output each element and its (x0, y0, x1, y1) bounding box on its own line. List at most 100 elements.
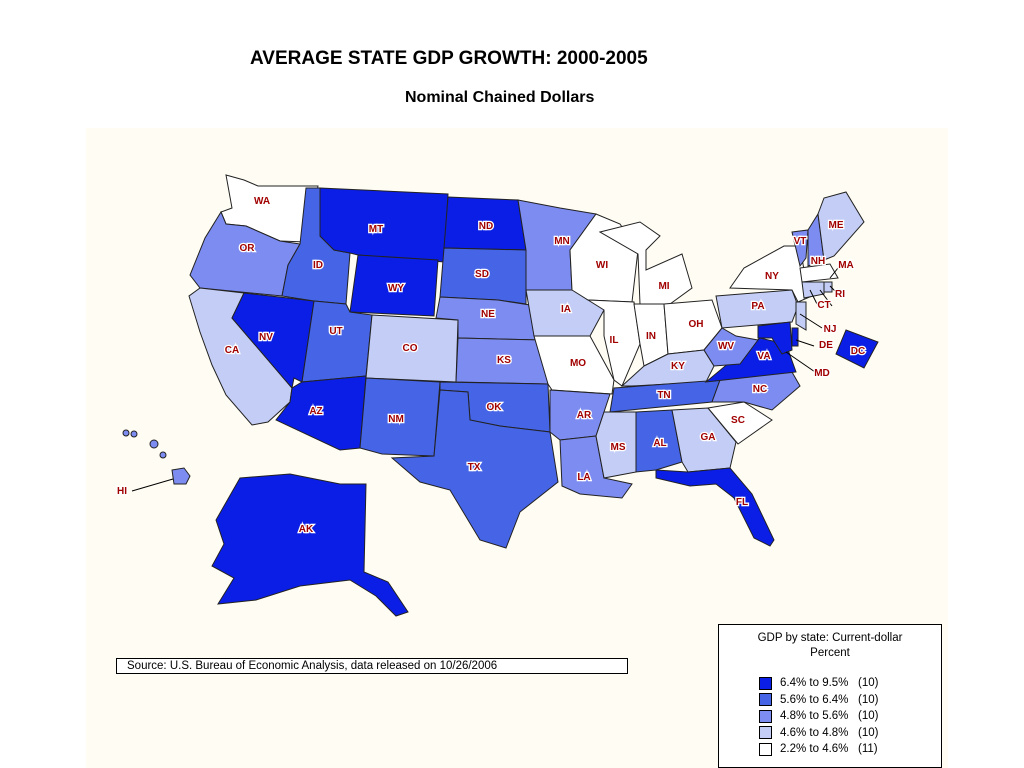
state-label-MO: MO (570, 358, 586, 369)
state-label-GA: GA (701, 432, 716, 443)
state-DC[interactable] (835, 329, 879, 369)
state-label-KS: KS (497, 355, 511, 366)
state-label-OH: OH (689, 319, 704, 330)
legend-range: 5.6% to 6.4% (780, 693, 849, 706)
state-MI[interactable] (598, 221, 693, 305)
legend-row: 4.6% to 4.8% (10) (719, 725, 941, 742)
legend-row: 4.8% to 5.6% (10) (719, 708, 941, 725)
state-VT[interactable] (791, 229, 809, 268)
state-KY[interactable] (620, 349, 715, 387)
state-CT[interactable] (801, 281, 825, 299)
state-label-RI: RI (835, 289, 845, 300)
page-title: AVERAGE STATE GDP GROWTH: 2000-2005 (250, 48, 648, 69)
state-label-OR: OR (240, 243, 256, 254)
state-label-SD: SD (475, 269, 489, 280)
state-NJ[interactable] (795, 301, 807, 331)
state-label-NJ: NJ (824, 324, 837, 335)
legend-title-line1: GDP by state: Current-dollar (757, 632, 903, 644)
state-SC[interactable] (707, 401, 773, 445)
legend-count: (10) (858, 693, 879, 706)
us-state-map: WA OR CA NV ID MT WY UT AZ CO NM ND SD NE KS OK TX MN IA MO… (116, 174, 879, 617)
state-TX[interactable] (390, 389, 559, 549)
state-label-MA: MA (838, 260, 854, 271)
legend-row: 2.2% to 4.6% (11) (719, 741, 941, 758)
state-label-AZ: AZ (309, 406, 322, 417)
state-label-DC: DC (851, 346, 865, 357)
state-label-IL: IL (610, 335, 619, 346)
state-label-ID: ID (313, 260, 323, 271)
legend-swatch (759, 676, 772, 690)
state-label-LA: LA (577, 472, 590, 483)
state-label-DE: DE (819, 340, 833, 351)
legend-swatch (759, 693, 772, 707)
state-label-VT: VT (794, 236, 807, 247)
state-ME[interactable] (817, 191, 865, 261)
legend-range: 6.4% to 9.5% (780, 677, 849, 690)
state-label-WA: WA (254, 196, 270, 207)
state-label-NY: NY (765, 271, 779, 282)
state-MO[interactable] (533, 335, 615, 395)
legend-swatch (759, 709, 772, 723)
state-MS[interactable] (595, 411, 637, 479)
legend-count: (10) (858, 710, 879, 723)
state-label-MD: MD (814, 368, 830, 379)
state-label-WI: WI (596, 260, 608, 271)
state-label-VA: VA (757, 351, 770, 362)
state-label-MI: MI (658, 281, 669, 292)
page-subtitle: Nominal Chained Dollars (405, 89, 595, 106)
state-label-CA: CA (225, 345, 239, 356)
state-label-CT: CT (817, 300, 830, 311)
hi-leader-line (131, 478, 174, 492)
state-AK[interactable] (211, 473, 409, 617)
legend-count: (11) (858, 743, 878, 756)
state-label-ND: ND (479, 221, 493, 232)
state-label-NH: NH (811, 256, 825, 267)
state-label-WY: WY (388, 283, 404, 294)
state-label-PA: PA (751, 301, 764, 312)
legend-title: GDP by state: Current-dollar Percent (719, 631, 941, 661)
legend-swatch (759, 726, 772, 740)
legend-range: 2.2% to 4.6% (780, 743, 849, 756)
legend-range: 4.8% to 5.6% (780, 710, 849, 723)
state-label-WV: WV (718, 341, 734, 352)
state-FL[interactable] (655, 467, 775, 547)
legend-count: (10) (858, 726, 879, 739)
legend-title-line2: Percent (810, 647, 850, 659)
hawaii-islands (122, 429, 167, 459)
legend-swatch (759, 742, 772, 756)
state-WY[interactable] (349, 254, 439, 317)
legend-row: 5.6% to 6.4% (10) (719, 692, 941, 709)
state-label-AL: AL (653, 438, 666, 449)
state-label-CO: CO (403, 343, 418, 354)
state-label-MS: MS (611, 442, 626, 453)
state-HI[interactable] (171, 467, 191, 485)
state-label-AK: AK (299, 524, 314, 535)
state-MT[interactable] (319, 187, 449, 263)
state-label-UT: UT (329, 326, 342, 337)
state-NM[interactable] (359, 377, 441, 457)
northeast-leader-lines (785, 267, 839, 375)
state-label-OK: OK (487, 402, 503, 413)
source-note: Source: U.S. Bureau of Economic Analysis… (116, 658, 628, 674)
state-label-NC: NC (753, 384, 767, 395)
state-DE[interactable] (791, 327, 799, 347)
state-label-FL: FL (736, 497, 748, 508)
state-label-SC: SC (731, 415, 745, 426)
state-label-TX: TX (468, 462, 481, 473)
state-label-AR: AR (577, 410, 592, 421)
state-label-IN: IN (646, 331, 656, 342)
legend-count: (10) (858, 677, 879, 690)
state-label-KY: KY (671, 361, 685, 372)
state-MD[interactable] (757, 321, 793, 355)
state-label-MT: MT (369, 224, 383, 235)
map-panel: WA OR CA NV ID MT WY UT AZ CO NM ND SD NE KS OK TX MN IA MO… (86, 128, 948, 768)
state-label-MN: MN (554, 236, 570, 247)
state-label-NM: NM (388, 414, 404, 425)
state-MA[interactable] (799, 263, 839, 283)
state-label-IA: IA (561, 304, 571, 315)
state-label-NE: NE (481, 309, 495, 320)
state-AL[interactable] (635, 409, 683, 473)
state-PA[interactable] (715, 289, 799, 329)
state-UT[interactable] (301, 300, 373, 383)
state-label-HI: HI (117, 486, 127, 497)
